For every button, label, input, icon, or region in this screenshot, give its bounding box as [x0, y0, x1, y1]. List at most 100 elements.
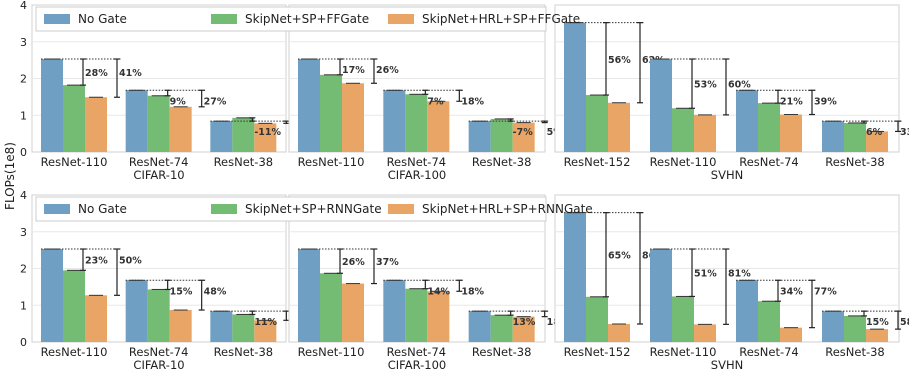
y-tick-label: 3	[20, 36, 27, 49]
panel-svhn-row2-resnet-38-bar-3	[866, 329, 888, 342]
panel-cifar-10-row1-resnet-110-bar-1	[41, 59, 63, 152]
panel-svhn-row2-resnet-38-bar-1	[822, 311, 844, 342]
panel-svhn-row1-resnet-110-bar-3	[694, 115, 716, 152]
panel-cifar-100-row2-resnet-74-tick-label: ResNet-74	[387, 345, 447, 359]
panel-cifar-100-row2-resnet-38-annotation-1: 13%	[513, 317, 536, 328]
panel-cifar-10-row2-resnet-110-bar-3	[85, 295, 107, 342]
panel-svhn-row2-resnet-74-bar-2	[758, 301, 780, 342]
panel-cifar-100-row2-xlabel: CIFAR-100	[388, 358, 446, 372]
panel-cifar-100-row2-resnet-74-annotation-2: 18%	[461, 286, 484, 297]
panel-svhn-row1-resnet-74-tick-label: ResNet-74	[739, 155, 799, 169]
panel-svhn-row1-resnet-152-bar-3	[608, 103, 630, 152]
panel-cifar-100-row1-resnet-110-annotation-1: 17%	[342, 65, 365, 76]
legend-1-label-2: SkipNet+SP+FFGate	[245, 12, 369, 26]
panel-svhn-row1-resnet-110-tick-label: ResNet-110	[650, 155, 717, 169]
panel-cifar-10-row2-resnet-38-bar-1	[210, 311, 232, 342]
panel-cifar-100-row1-resnet-74-annotation-2: 18%	[461, 96, 484, 107]
y-tick-label: 4	[20, 0, 27, 12]
panel-cifar-10-row1-resnet-110-tick-label: ResNet-110	[41, 155, 108, 169]
panel-svhn-row1-resnet-110-annotation-1: 53%	[694, 80, 717, 91]
panel-svhn-row2-resnet-110-bar-1	[650, 249, 672, 342]
panel-cifar-10-row1-resnet-74-annotation-2: 27%	[204, 96, 227, 107]
panel-svhn-row2-resnet-110-bar-3	[694, 324, 716, 342]
panel-cifar-10-row1-resnet-74-bar-1	[126, 90, 148, 152]
y-tick-label: 0	[20, 146, 27, 159]
panel-cifar-10-row2-resnet-110-bar-1	[41, 249, 63, 342]
panel-cifar-100-row1-resnet-74-bar-2	[405, 94, 427, 152]
panel-cifar-100-row1-resnet-74-annotation-1: 7%	[427, 96, 444, 107]
panel-svhn-row1-resnet-38-annotation-2: 33%	[900, 127, 909, 138]
panel-svhn-row2-resnet-38-annotation-1: 15%	[866, 317, 889, 328]
panel-svhn-row1-resnet-38-annotation-1: 6%	[866, 127, 883, 138]
panel-cifar-10-row1-resnet-38-annotation-1: -11%	[254, 127, 281, 138]
panel-svhn-row2-resnet-110-annotation-1: 51%	[694, 269, 717, 280]
panel-cifar-10-row1-resnet-38-tick-label: ResNet-38	[214, 155, 274, 169]
panel-svhn-row2-resnet-110-annotation-2: 81%	[728, 269, 751, 280]
panel-svhn-row2-xlabel: SVHN	[711, 358, 743, 372]
panel-svhn-row1-resnet-74-bar-3	[780, 115, 802, 152]
panel-svhn-row1-resnet-152-bar-2	[586, 95, 608, 152]
panel-svhn-row2-resnet-74-bar-3	[780, 328, 802, 342]
panel-cifar-100-row2-resnet-74-bar-1	[383, 280, 405, 342]
panel-cifar-10-row1-resnet-74-bar-2	[148, 96, 170, 152]
panel-cifar-10-row2-resnet-74-annotation-2: 48%	[204, 286, 227, 297]
panel-cifar-10-row2-resnet-74-annotation-1: 15%	[170, 286, 193, 297]
panel-cifar-10-row1-resnet-38-bar-2	[232, 118, 254, 152]
panel-cifar-100-row1-resnet-74-bar-3	[427, 101, 449, 152]
panel-svhn-row1-resnet-110-annotation-2: 60%	[728, 80, 751, 91]
panel-svhn-row2-resnet-74-tick-label: ResNet-74	[739, 345, 799, 359]
panel-cifar-100-row1-resnet-110-bar-2	[320, 75, 342, 152]
panel-svhn-row2-resnet-38-annotation-2: 58%	[900, 317, 909, 328]
panel-cifar-10-row2-resnet-74-bar-2	[148, 289, 170, 342]
panel-cifar-100-row1-resnet-38-bar-2	[491, 119, 513, 152]
legend-1-swatch-3	[388, 14, 414, 24]
panel-cifar-100-row1-resnet-110-tick-label: ResNet-110	[298, 155, 365, 169]
panel-cifar-100-row2-resnet-110-bar-1	[298, 249, 320, 342]
panel-cifar-10-row1-resnet-110-annotation-2: 41%	[119, 68, 142, 79]
y-tick-label: 4	[20, 189, 27, 202]
legend-2-label-3: SkipNet+HRL+SP+RNNGate	[422, 202, 593, 216]
panel-svhn-row2-resnet-74-annotation-1: 34%	[780, 287, 803, 298]
panel-cifar-100-row2-resnet-38-bar-2	[491, 315, 513, 342]
panel-svhn-row1-resnet-74-annotation-1: 21%	[780, 96, 803, 107]
panel-cifar-100-row1-xlabel: CIFAR-100	[388, 168, 446, 182]
panel-svhn-row1-resnet-74-bar-1	[736, 90, 758, 152]
panel-svhn-row2-resnet-152-bar-3	[608, 324, 630, 342]
panel-svhn-row1-resnet-152-tick-label: ResNet-152	[564, 155, 631, 169]
panel-svhn-row1-resnet-38-bar-1	[822, 121, 844, 152]
legend-2-swatch-3	[388, 204, 414, 214]
legend-2-label-1: No Gate	[78, 202, 127, 216]
panel-cifar-10-row2-xlabel: CIFAR-10	[133, 358, 184, 372]
y-tick-label: 0	[20, 336, 27, 349]
panel-svhn-row1-resnet-152-annotation-1: 56%	[608, 55, 631, 66]
legend-1-label-1: No Gate	[78, 12, 127, 26]
panel-cifar-100-row2-resnet-110-annotation-2: 37%	[376, 257, 399, 268]
panel-cifar-10-row2-resnet-110-tick-label: ResNet-110	[41, 345, 108, 359]
panel-svhn-row2-resnet-152-tick-label: ResNet-152	[564, 345, 631, 359]
panel-cifar-10-row2-resnet-74-bar-1	[126, 280, 148, 342]
panel-svhn-row1-resnet-38-bar-2	[844, 123, 866, 152]
panel-cifar-100-row1-resnet-110-annotation-2: 26%	[376, 65, 399, 76]
legend-1-swatch-2	[211, 14, 237, 24]
panel-cifar-100-row1-resnet-38-bar-1	[469, 121, 491, 152]
panel-cifar-10-row1-resnet-74-tick-label: ResNet-74	[129, 155, 189, 169]
y-axis-label: FLOPs(1e8)	[3, 142, 17, 210]
panel-cifar-100-row1-resnet-38-tick-label: ResNet-38	[472, 155, 532, 169]
panel-svhn-row1-resnet-74-bar-2	[758, 103, 780, 152]
panel-cifar-10-row2-resnet-110-annotation-2: 50%	[119, 256, 142, 267]
panel-svhn-row2-resnet-110-bar-2	[672, 296, 694, 342]
panel-svhn-row1-resnet-110-bar-1	[650, 59, 672, 152]
panel-cifar-10-row1-xlabel: CIFAR-10	[133, 168, 184, 182]
panel-cifar-100-row2-resnet-74-bar-2	[405, 289, 427, 342]
panel-svhn-row2-resnet-110-tick-label: ResNet-110	[650, 345, 717, 359]
panel-svhn-row2-resnet-152-bar-2	[586, 297, 608, 342]
panel-cifar-100-row2-resnet-110-annotation-1: 26%	[342, 257, 365, 268]
y-tick-label: 3	[20, 226, 27, 239]
y-tick-label: 1	[20, 299, 27, 312]
panel-cifar-100-row2-resnet-110-tick-label: ResNet-110	[298, 345, 365, 359]
panel-svhn-row1-xlabel: SVHN	[711, 168, 743, 182]
y-tick-label: 2	[20, 263, 27, 276]
panel-cifar-10-row1-resnet-74-bar-3	[170, 107, 192, 152]
panel-cifar-100-row1-resnet-110-bar-3	[342, 83, 364, 152]
panel-cifar-10-row2-resnet-74-tick-label: ResNet-74	[129, 345, 189, 359]
